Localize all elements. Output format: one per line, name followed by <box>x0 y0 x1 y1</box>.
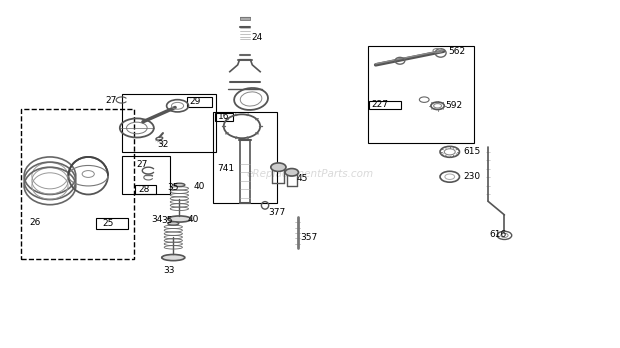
Text: 45: 45 <box>296 174 308 183</box>
Bar <box>21 109 134 259</box>
Text: 25: 25 <box>102 219 113 228</box>
Text: 35: 35 <box>161 215 172 224</box>
Text: 40: 40 <box>193 182 205 191</box>
Bar <box>369 101 401 109</box>
Text: 28: 28 <box>138 185 149 194</box>
Bar <box>215 113 233 121</box>
Bar <box>187 97 212 108</box>
Ellipse shape <box>168 216 191 222</box>
Text: 32: 32 <box>157 140 168 149</box>
Bar <box>135 185 156 194</box>
Bar <box>239 17 250 19</box>
Text: 230: 230 <box>463 172 480 181</box>
Text: 34: 34 <box>151 214 162 223</box>
Text: 616: 616 <box>489 230 507 239</box>
Text: 377: 377 <box>268 208 286 217</box>
Text: 357: 357 <box>300 232 317 242</box>
Text: 615: 615 <box>463 147 480 156</box>
Text: 35: 35 <box>167 183 179 192</box>
Text: 40: 40 <box>187 214 198 223</box>
Ellipse shape <box>168 222 179 225</box>
Text: 16: 16 <box>218 112 229 121</box>
Bar <box>96 218 128 229</box>
Bar <box>213 112 277 203</box>
Ellipse shape <box>271 163 286 172</box>
Text: 33: 33 <box>163 266 174 275</box>
Text: eReplacementParts.com: eReplacementParts.com <box>246 169 374 179</box>
Text: 27: 27 <box>136 160 148 169</box>
Text: 741: 741 <box>217 164 234 173</box>
Text: 562: 562 <box>448 47 465 56</box>
Text: 29: 29 <box>190 97 201 106</box>
Text: 227: 227 <box>371 100 388 109</box>
Ellipse shape <box>162 254 185 261</box>
Ellipse shape <box>285 168 298 176</box>
Text: 26: 26 <box>29 218 41 227</box>
Text: 24: 24 <box>251 33 262 42</box>
Bar <box>122 156 171 195</box>
Text: 27: 27 <box>105 96 117 105</box>
Bar <box>368 46 474 143</box>
Bar <box>122 94 216 152</box>
Ellipse shape <box>174 183 185 187</box>
Text: 592: 592 <box>445 101 462 110</box>
